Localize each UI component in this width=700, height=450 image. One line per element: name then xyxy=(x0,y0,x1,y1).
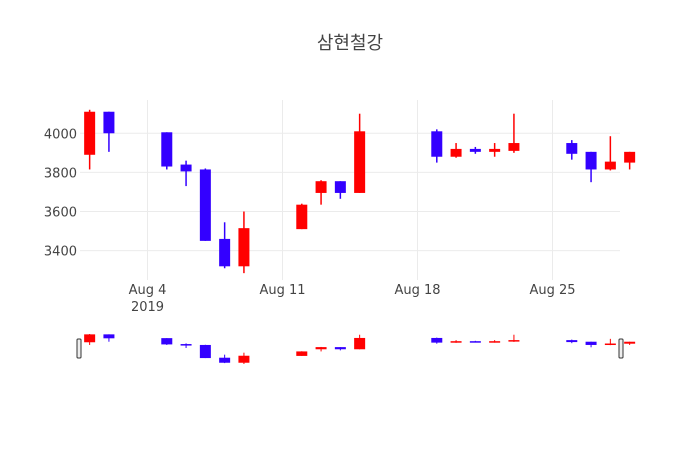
candle-body xyxy=(161,132,173,167)
candle xyxy=(238,211,250,274)
candle-body xyxy=(450,148,462,157)
candle-body xyxy=(219,238,231,267)
candle-body xyxy=(180,164,192,172)
candle-body xyxy=(585,151,597,170)
candle-body xyxy=(296,204,308,230)
candle-body xyxy=(469,148,481,152)
x-tick-label: Aug 11 xyxy=(259,283,305,298)
slider-candle xyxy=(566,339,578,344)
slider-candle-body xyxy=(469,341,481,343)
candle xyxy=(219,222,231,269)
candle xyxy=(180,160,192,187)
candle-body xyxy=(604,161,616,170)
slider-candle xyxy=(238,352,250,364)
slider-candle-body xyxy=(84,334,96,343)
slider-candle-body xyxy=(103,334,115,339)
candle-body xyxy=(354,131,366,193)
candle xyxy=(604,136,616,171)
slider-candle xyxy=(585,341,597,348)
candle-body xyxy=(334,181,346,193)
slider-candle xyxy=(219,354,231,364)
slider-candle-body xyxy=(354,337,366,350)
slider-candle xyxy=(84,334,96,345)
y-tick-label: 3600 xyxy=(44,206,77,221)
candle xyxy=(84,109,96,170)
candle xyxy=(450,143,462,158)
candle-layer xyxy=(84,109,636,274)
candle-body xyxy=(84,111,96,155)
slider-candle xyxy=(103,334,115,342)
candle xyxy=(161,132,173,170)
candle xyxy=(431,129,443,163)
slider-candle xyxy=(508,334,520,342)
slider-candle xyxy=(489,340,501,343)
candle-body xyxy=(489,148,501,152)
slider-candle-body xyxy=(431,337,443,343)
candle xyxy=(489,143,501,157)
y-tick-label: 3800 xyxy=(44,166,77,181)
candle-body xyxy=(238,228,250,267)
x-tick-label: Aug 18 xyxy=(394,283,440,298)
candle xyxy=(103,111,115,152)
slider-candle-body xyxy=(238,355,250,363)
candle xyxy=(566,140,578,160)
slider-candle xyxy=(296,351,308,356)
y-tick-label: 3400 xyxy=(44,245,77,260)
slider-candle xyxy=(354,334,366,350)
candle-body xyxy=(508,143,520,151)
slider-candle-body xyxy=(296,351,308,356)
slider-candle-body xyxy=(161,338,173,345)
slider-candle-body xyxy=(180,344,192,346)
slider-candle-body xyxy=(604,343,616,346)
slider-candle xyxy=(624,341,636,345)
slider-candle xyxy=(450,340,462,343)
candle xyxy=(199,168,211,241)
candle xyxy=(334,181,346,199)
slider-candle-body xyxy=(585,341,597,345)
candle xyxy=(296,203,308,230)
slider-candle xyxy=(334,347,346,351)
slider-candle xyxy=(469,340,481,343)
slider-candle xyxy=(199,344,211,359)
slider-candle xyxy=(431,337,443,344)
slider-candle xyxy=(604,338,616,346)
candle-body xyxy=(103,111,115,134)
slider-candle-body xyxy=(219,357,231,363)
candle xyxy=(624,151,636,170)
slider-candle xyxy=(315,346,327,352)
slider-candle-body xyxy=(315,347,327,350)
candle-body xyxy=(199,169,211,241)
slider-candle xyxy=(161,338,173,345)
x-tick-label: Aug 25 xyxy=(529,283,575,298)
x-tick-sublabel: 2019 xyxy=(131,300,164,315)
candle xyxy=(508,113,520,153)
slider-candle-body xyxy=(199,344,211,359)
candle-body xyxy=(315,181,327,193)
slider-candle xyxy=(180,343,192,349)
range-slider-left-handle[interactable] xyxy=(76,338,82,359)
range-slider-right-handle[interactable] xyxy=(618,338,624,359)
candle xyxy=(354,113,366,193)
x-tick-label: Aug 4 xyxy=(129,283,167,298)
candle-body xyxy=(431,131,443,157)
slider-candle-body xyxy=(566,340,578,343)
slider-candle-body xyxy=(450,341,462,343)
y-tick-label: 4000 xyxy=(44,127,77,142)
slider-candle-body xyxy=(508,340,520,342)
candle-body xyxy=(566,143,578,154)
slider-candle-body xyxy=(489,341,501,343)
slider-candle-body xyxy=(334,347,346,350)
candle xyxy=(315,180,327,205)
slider-candle-body xyxy=(624,341,636,344)
range-slider[interactable] xyxy=(76,334,636,364)
candle xyxy=(469,146,481,154)
chart-title: 삼현철강 xyxy=(317,33,383,54)
axis-layer: Aug 4 2019 Aug 11 Aug 18 Aug 25 3400 3600 3800 4… xyxy=(44,127,576,315)
grid-layer xyxy=(80,100,620,280)
candle-body xyxy=(624,151,636,163)
candle xyxy=(585,151,597,183)
